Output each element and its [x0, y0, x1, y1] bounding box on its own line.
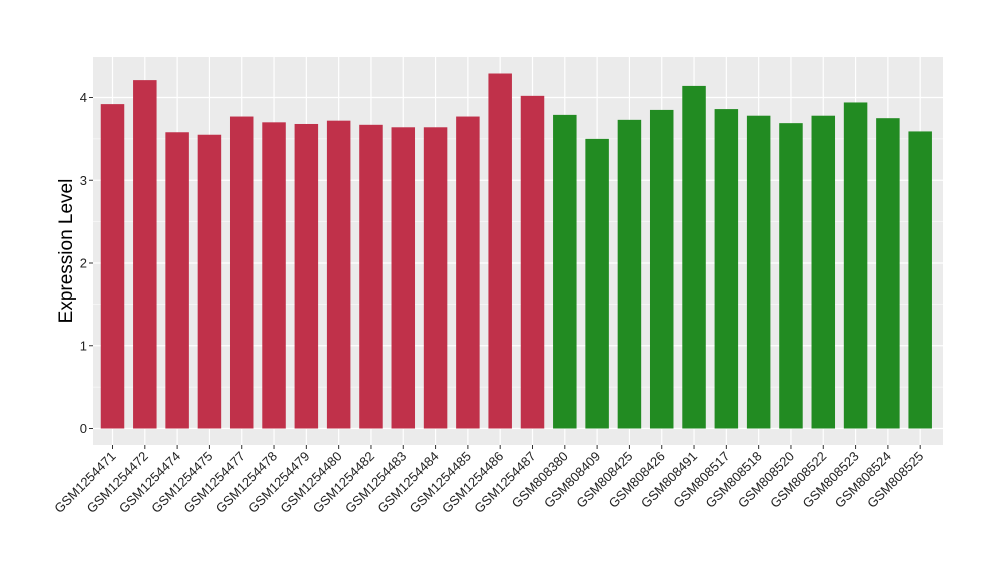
bar: [682, 85, 706, 429]
y-tick-label: 2: [80, 256, 87, 271]
bar: [553, 114, 577, 429]
y-tick-label: 0: [80, 421, 87, 436]
bar: [908, 131, 932, 429]
bar: [488, 73, 512, 429]
bar: [294, 123, 319, 429]
bar: [843, 102, 868, 429]
bar: [391, 127, 416, 429]
bar: [779, 123, 803, 429]
y-axis-title: Expression Level: [56, 179, 77, 324]
bar: [197, 134, 222, 429]
bar: [811, 115, 836, 429]
bar: [585, 138, 609, 429]
bar: [165, 132, 189, 429]
x-axis: GSM1254471GSM1254472GSM1254474GSM1254475…: [51, 445, 926, 516]
bars: [100, 73, 932, 429]
bar: [326, 120, 351, 429]
bar: [423, 127, 448, 429]
bar: [617, 119, 642, 429]
bar: [133, 80, 157, 429]
bar: [876, 118, 900, 429]
bar: [100, 104, 125, 429]
bar: [229, 116, 254, 429]
bar: [649, 109, 674, 429]
bar: [714, 109, 739, 429]
bar: [262, 122, 286, 429]
y-axis: 0 1 2 3 4: [80, 90, 93, 436]
bar: [520, 95, 545, 429]
bar: [359, 124, 383, 429]
bar: [746, 115, 771, 429]
y-tick-label: 3: [80, 173, 87, 188]
y-tick-label: 1: [80, 338, 87, 353]
y-tick-label: 4: [80, 90, 87, 105]
bar: [456, 116, 480, 429]
